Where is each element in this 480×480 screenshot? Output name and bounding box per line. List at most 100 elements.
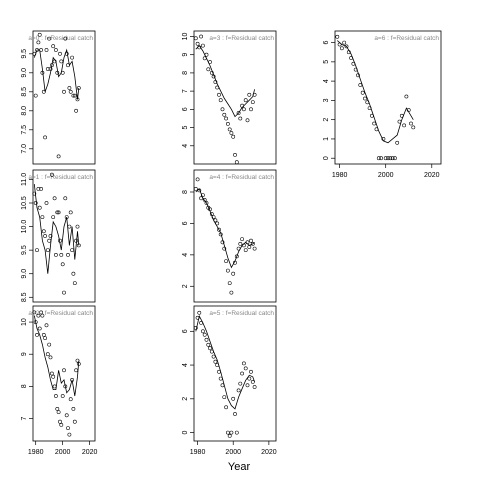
y-tick-label: 7.5 — [21, 125, 28, 135]
y-tick-label: 2 — [182, 397, 189, 401]
data-point — [215, 363, 220, 368]
data-point — [215, 85, 220, 90]
data-point — [64, 51, 69, 56]
y-tick-label: 7.0 — [21, 144, 28, 154]
data-point — [200, 43, 205, 48]
series-line — [33, 184, 80, 274]
data-point — [58, 51, 62, 56]
data-point — [33, 201, 38, 205]
data-point — [58, 238, 62, 243]
data-point — [360, 90, 365, 95]
data-point — [351, 61, 356, 66]
panel-title: a=5 : f=Residual catch — [209, 310, 274, 317]
data-point — [229, 131, 234, 135]
series-line — [33, 315, 80, 397]
data-point — [74, 238, 79, 243]
data-point — [39, 310, 44, 315]
panel-4: 2 4 6 8 a=4 : f=Residual catch — [182, 169, 277, 303]
panel-title: a=6 : f=Residual catch — [374, 35, 439, 42]
data-point — [247, 376, 252, 381]
data-point — [218, 232, 223, 237]
data-point — [71, 406, 76, 411]
data-point — [52, 59, 57, 64]
data-point — [56, 210, 61, 215]
y-tick-label: 10.0 — [21, 220, 28, 234]
series-line — [33, 48, 80, 100]
data-point — [399, 113, 404, 118]
data-point — [70, 377, 75, 382]
y-tick-label: 6 — [182, 221, 189, 225]
panels-group: 7.07.58.08.59.09.5a=0 : f=Residual catch… — [21, 30, 442, 456]
data-point — [68, 210, 73, 215]
data-point — [44, 201, 49, 205]
data-point — [39, 48, 44, 52]
data-point — [55, 210, 60, 215]
data-point — [229, 290, 234, 295]
data-point — [37, 205, 42, 210]
data-point — [388, 156, 393, 161]
data-point — [379, 156, 384, 161]
data-point — [386, 156, 390, 161]
y-tick-label: 6 — [323, 41, 330, 45]
data-point — [209, 349, 214, 354]
data-point — [45, 248, 50, 253]
data-point — [409, 121, 413, 126]
x-tick-label: 1980 — [28, 449, 44, 456]
y-tick-label: 7 — [182, 89, 189, 93]
data-point — [63, 196, 68, 201]
data-point — [249, 238, 253, 243]
data-point — [217, 227, 221, 232]
y-tick-label: 9 — [21, 352, 28, 356]
data-point — [75, 224, 80, 229]
panel-frame — [334, 30, 442, 165]
data-point — [411, 125, 416, 130]
data-point — [64, 215, 69, 220]
data-point — [225, 268, 230, 273]
data-point — [36, 186, 41, 191]
data-point — [56, 410, 61, 415]
data-point — [50, 172, 54, 177]
data-point — [406, 108, 411, 112]
data-point — [233, 260, 237, 265]
data-point — [369, 113, 374, 118]
data-point — [339, 46, 344, 51]
y-tick-label: 0 — [323, 156, 330, 160]
data-point — [225, 122, 230, 126]
data-point — [222, 395, 227, 400]
data-point — [199, 34, 204, 39]
data-point — [195, 315, 200, 320]
x-tick-label: 2000 — [55, 449, 71, 456]
series-line — [195, 44, 255, 118]
data-point — [209, 212, 214, 216]
data-point — [67, 224, 72, 229]
data-point — [227, 127, 232, 132]
data-point — [197, 310, 202, 315]
data-point — [220, 383, 225, 388]
data-point — [40, 70, 45, 75]
data-point — [231, 396, 236, 401]
data-point — [70, 248, 75, 253]
data-point — [47, 238, 52, 243]
data-point — [197, 45, 202, 50]
data-point — [59, 252, 64, 257]
data-point — [250, 100, 255, 105]
series-line — [195, 314, 255, 410]
panel-title: a=2 : f=Residual catch — [28, 310, 93, 317]
y-tick-label: 6 — [182, 107, 189, 111]
data-point — [70, 55, 75, 60]
data-point — [43, 234, 48, 238]
data-point — [346, 50, 351, 55]
data-point — [250, 379, 255, 384]
data-point — [33, 93, 38, 98]
data-point — [252, 92, 257, 97]
data-point — [48, 234, 53, 238]
data-point — [202, 56, 207, 61]
data-point — [224, 259, 229, 264]
data-point — [199, 196, 204, 201]
data-point — [202, 197, 207, 202]
data-point — [59, 59, 64, 64]
data-point — [48, 67, 53, 71]
panel-6: 0 1 2 3 4 5 6 1980 2000 2020 a=6 : f=Residual catc… — [323, 30, 442, 179]
data-point — [71, 271, 76, 276]
data-point — [66, 252, 70, 257]
